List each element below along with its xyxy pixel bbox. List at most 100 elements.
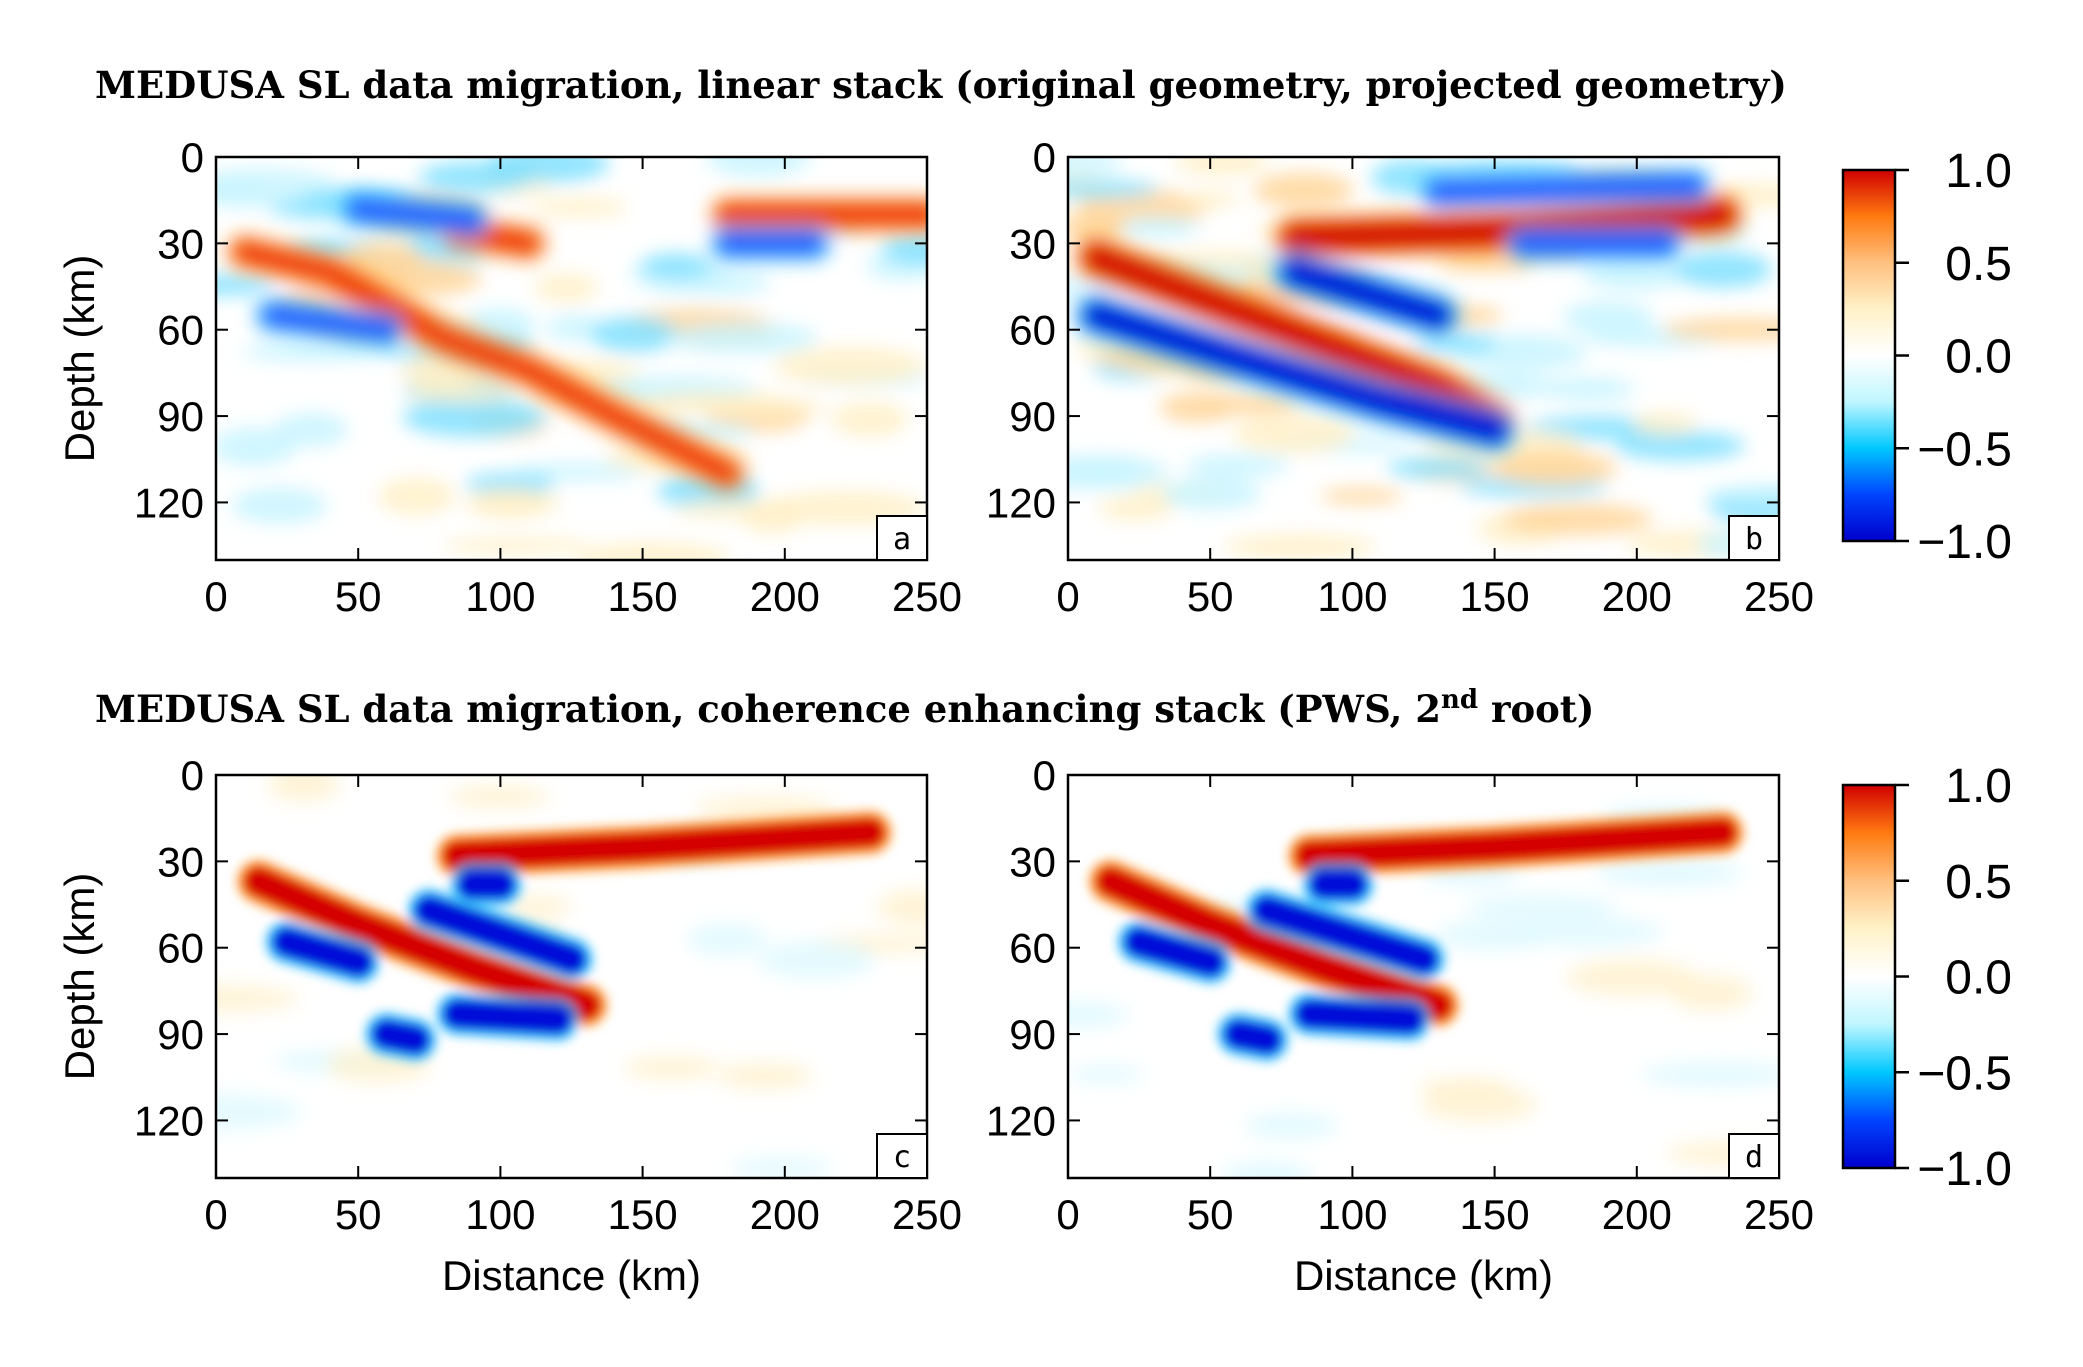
texture-blob (274, 412, 348, 447)
heatmap-field (1068, 157, 1779, 560)
x-tick-label: 150 (1460, 573, 1530, 620)
positive-amplitude-band (233, 240, 739, 485)
texture-blob (486, 157, 610, 183)
texture-blob (666, 322, 819, 354)
texture-blob (216, 984, 300, 1013)
y-tick-label: 120 (986, 479, 1056, 526)
y-tick-label: 90 (1009, 1011, 1056, 1058)
colorbar-tick-label: 1.0 (1945, 760, 2012, 813)
y-tick-label: 120 (986, 1097, 1056, 1144)
positive-amplitude-band (1095, 866, 1453, 1021)
y-tick-label: 0 (181, 752, 204, 799)
texture-blob (1068, 1001, 1129, 1029)
texture-blob (1112, 217, 1200, 238)
reflector-features (226, 190, 927, 492)
y-tick-label: 90 (157, 393, 204, 440)
texture-blob (1068, 1065, 1145, 1084)
negative-amplitude-band (371, 1019, 431, 1055)
negative-amplitude-band (1223, 1019, 1283, 1055)
colorbar-tick-label: −0.5 (1917, 1047, 2012, 1100)
texture-blob (1640, 1061, 1779, 1088)
x-tick-label: 150 (608, 1191, 678, 1238)
panel-tag-label: c (893, 1140, 911, 1175)
colorbar-tick-label: 0.0 (1945, 952, 2012, 1005)
y-tick-label: 30 (1009, 838, 1056, 885)
texture-blob (216, 427, 296, 467)
texture-blob (442, 537, 590, 555)
y-axis-title: Depth (km) (56, 255, 103, 463)
x-tick-label: 50 (1187, 1191, 1234, 1238)
texture-blob (730, 1157, 834, 1178)
bottom-title-superscript: nd (1441, 685, 1478, 715)
negative-amplitude-band (261, 304, 398, 341)
heatmap-field (1068, 804, 1779, 1178)
x-tick-label: 250 (1744, 1191, 1814, 1238)
bottom-title-main: MEDUSA SL data migration, coherence enha… (95, 687, 1441, 731)
x-tick-label: 250 (892, 1191, 962, 1238)
texture-blob (623, 1055, 721, 1080)
panel-tag-label: b (1745, 522, 1763, 557)
negative-amplitude-band (1426, 174, 1705, 203)
y-tick-label: 30 (157, 838, 204, 885)
texture-blob (449, 785, 550, 809)
colorbar-tick-label: 0.0 (1945, 331, 2012, 384)
texture-blob (877, 888, 927, 926)
x-tick-label: 200 (1602, 1191, 1672, 1238)
texture-blob (267, 775, 340, 803)
panel-tag-box (1728, 1133, 1780, 1179)
texture-blob (1489, 450, 1618, 487)
x-tick-label: 100 (1317, 573, 1387, 620)
negative-amplitude-band (1081, 300, 1510, 446)
x-tick-label: 250 (892, 573, 962, 620)
texture-blob (830, 401, 908, 437)
negative-amplitude-band (442, 998, 573, 1035)
texture-blob (1386, 457, 1489, 479)
texture-blob (231, 487, 328, 524)
texture-blob (1541, 377, 1635, 402)
reflector-features (1088, 810, 1745, 1062)
x-tick-label: 0 (204, 573, 227, 620)
texture-blob (1704, 485, 1779, 504)
texture-blob (590, 316, 679, 353)
texture-blob (1631, 412, 1698, 436)
colorbar-tick-label: 1.0 (1945, 145, 2012, 198)
texture-blob (1068, 208, 1124, 246)
texture-blob (1595, 858, 1744, 888)
x-tick-label: 200 (750, 573, 820, 620)
texture-blob (506, 894, 572, 918)
panel-a: 0 50 100 150 200 250 0 30 60 90 120 a Depth (km) (56, 134, 962, 620)
panel-frame (214, 773, 929, 1180)
texture-blob (1669, 974, 1753, 1012)
texture-blob (1200, 393, 1300, 415)
colorbar-tick-label: 0.5 (1945, 856, 2012, 909)
texture-blob (1244, 1112, 1339, 1140)
texture-blob (1319, 487, 1404, 505)
heatmap-field (216, 775, 927, 1178)
texture-blob (1502, 503, 1653, 536)
x-tick-label: 50 (1187, 573, 1234, 620)
y-tick-label: 0 (1033, 134, 1056, 181)
panel-d: 0 50 100 150 200 250 0 30 60 90 120 d Distance (km) (986, 752, 1814, 1299)
positive-amplitude-band (442, 817, 886, 871)
x-tick-label: 200 (750, 1191, 820, 1238)
texture-blob (1614, 431, 1746, 461)
panel-tag-box (876, 1133, 928, 1179)
panel-tag-box (1728, 515, 1780, 561)
texture-blob (1662, 317, 1779, 341)
negative-amplitude-band (1124, 926, 1226, 978)
panel-frame (1066, 773, 1781, 1180)
bottom-title-tail: root) (1478, 687, 1594, 731)
x-axis-title: Distance (km) (1294, 1252, 1553, 1299)
texture-blob (639, 253, 712, 279)
x-tick-label: 50 (335, 573, 382, 620)
texture-blob (773, 346, 926, 386)
y-tick-label: 90 (1009, 393, 1056, 440)
texture-blob (517, 463, 646, 481)
texture-blob (216, 1094, 302, 1130)
texture-blob (643, 391, 796, 415)
panel-tag-box (876, 515, 928, 561)
negative-amplitude-band (1280, 257, 1453, 331)
negative-amplitude-band (1294, 998, 1425, 1035)
texture-blob (216, 179, 268, 205)
